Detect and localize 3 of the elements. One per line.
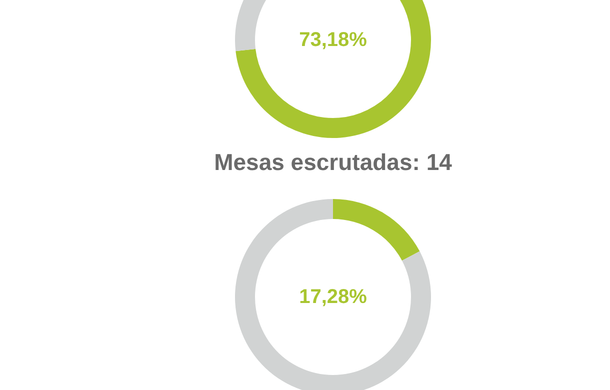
text: 17,28% xyxy=(299,286,368,308)
chart-title: Mesas escrutadas: 14 xyxy=(214,149,452,175)
text: 73,18% xyxy=(299,29,368,51)
